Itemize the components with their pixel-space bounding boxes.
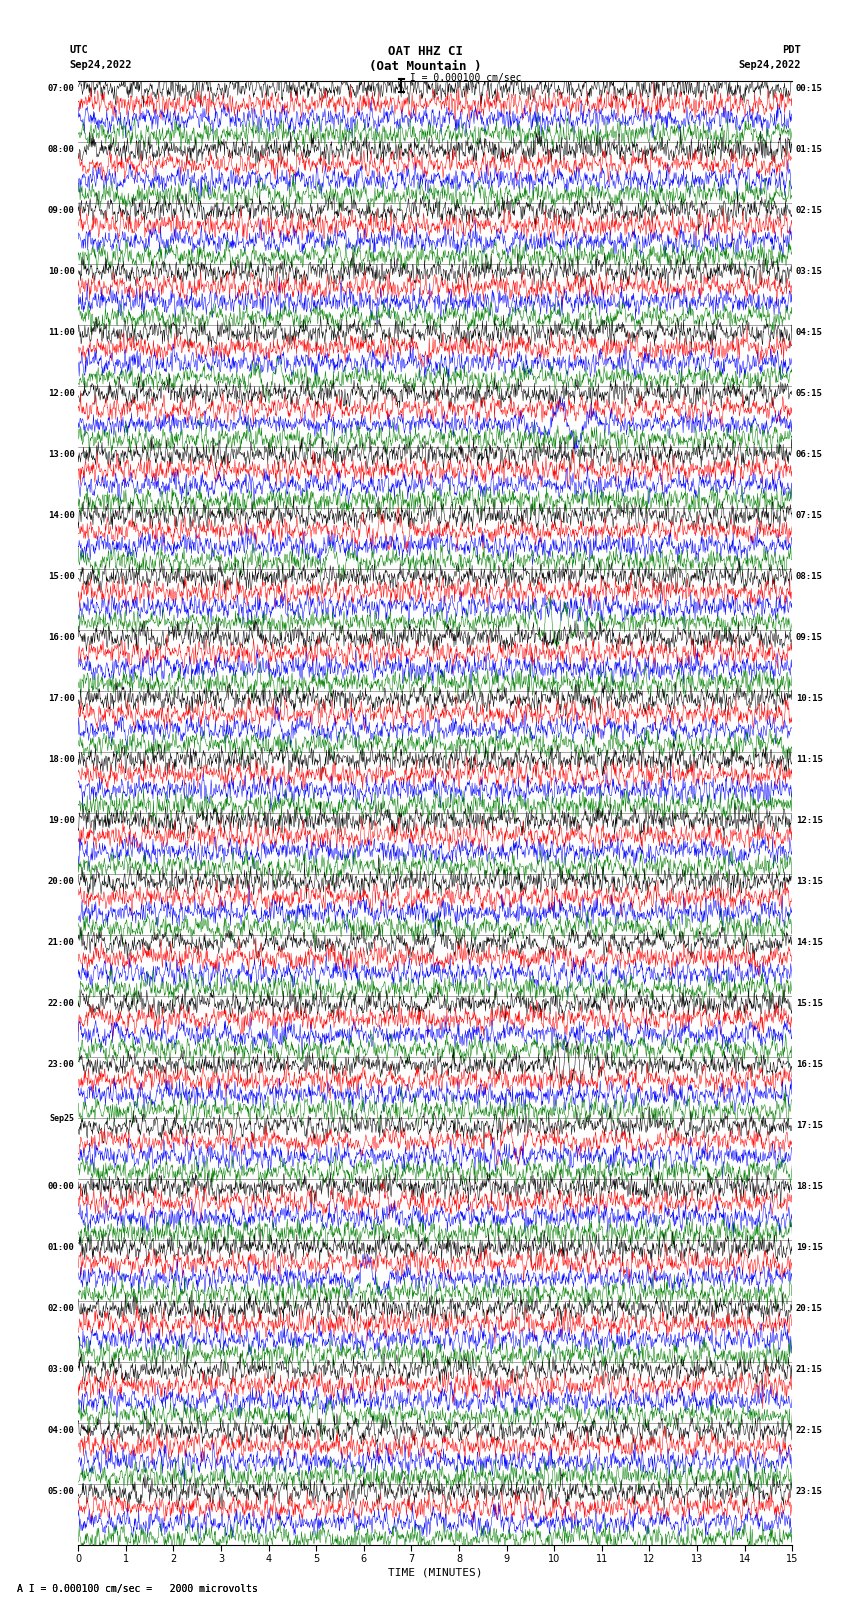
- Text: A I = 0.000100 cm/sec =   2000 microvolts: A I = 0.000100 cm/sec = 2000 microvolts: [17, 1584, 258, 1594]
- Text: 08:00: 08:00: [48, 145, 75, 153]
- Text: Sep24,2022: Sep24,2022: [738, 60, 801, 69]
- Text: 22:15: 22:15: [796, 1426, 823, 1436]
- Text: A I = 0.000100 cm/sec =   2000 microvolts: A I = 0.000100 cm/sec = 2000 microvolts: [17, 1584, 258, 1594]
- Text: I = 0.000100 cm/sec: I = 0.000100 cm/sec: [404, 73, 521, 82]
- Text: 13:15: 13:15: [796, 877, 823, 886]
- Text: 02:00: 02:00: [48, 1305, 75, 1313]
- Text: 11:00: 11:00: [48, 327, 75, 337]
- Text: 10:00: 10:00: [48, 266, 75, 276]
- Text: 14:15: 14:15: [796, 939, 823, 947]
- Text: 09:00: 09:00: [48, 206, 75, 215]
- Text: 22:00: 22:00: [48, 998, 75, 1008]
- Text: 07:15: 07:15: [796, 511, 823, 519]
- Text: 12:15: 12:15: [796, 816, 823, 826]
- Text: 15:15: 15:15: [796, 998, 823, 1008]
- Text: 16:15: 16:15: [796, 1060, 823, 1069]
- Text: 02:15: 02:15: [796, 206, 823, 215]
- Text: PDT: PDT: [782, 45, 801, 55]
- Text: 18:15: 18:15: [796, 1182, 823, 1192]
- Text: 17:15: 17:15: [796, 1121, 823, 1131]
- Text: 00:00: 00:00: [48, 1182, 75, 1192]
- Text: 07:00: 07:00: [48, 84, 75, 94]
- Text: 10:15: 10:15: [796, 694, 823, 703]
- Text: 08:15: 08:15: [796, 573, 823, 581]
- Text: 05:00: 05:00: [48, 1487, 75, 1497]
- Text: 05:15: 05:15: [796, 389, 823, 398]
- Text: 09:15: 09:15: [796, 632, 823, 642]
- Text: 01:00: 01:00: [48, 1244, 75, 1252]
- Text: 12:00: 12:00: [48, 389, 75, 398]
- Text: 11:15: 11:15: [796, 755, 823, 765]
- Text: 18:00: 18:00: [48, 755, 75, 765]
- Text: 16:00: 16:00: [48, 632, 75, 642]
- Text: UTC: UTC: [70, 45, 88, 55]
- Text: 23:00: 23:00: [48, 1060, 75, 1069]
- Text: 14:00: 14:00: [48, 511, 75, 519]
- Text: 01:15: 01:15: [796, 145, 823, 153]
- Text: 19:15: 19:15: [796, 1244, 823, 1252]
- Text: Sep24,2022: Sep24,2022: [70, 60, 133, 69]
- Text: 00:15: 00:15: [796, 84, 823, 94]
- Text: 04:00: 04:00: [48, 1426, 75, 1436]
- Text: 17:00: 17:00: [48, 694, 75, 703]
- Text: 20:15: 20:15: [796, 1305, 823, 1313]
- Text: 21:00: 21:00: [48, 939, 75, 947]
- Text: 13:00: 13:00: [48, 450, 75, 460]
- Text: 20:00: 20:00: [48, 877, 75, 886]
- Text: 15:00: 15:00: [48, 573, 75, 581]
- Text: 19:00: 19:00: [48, 816, 75, 826]
- Text: 03:15: 03:15: [796, 266, 823, 276]
- Text: 21:15: 21:15: [796, 1365, 823, 1374]
- Text: 03:00: 03:00: [48, 1365, 75, 1374]
- Text: 04:15: 04:15: [796, 327, 823, 337]
- Text: Sep25: Sep25: [49, 1113, 75, 1123]
- Text: (Oat Mountain ): (Oat Mountain ): [369, 60, 481, 73]
- Text: OAT HHZ CI: OAT HHZ CI: [388, 45, 462, 58]
- Text: 23:15: 23:15: [796, 1487, 823, 1497]
- X-axis label: TIME (MINUTES): TIME (MINUTES): [388, 1568, 483, 1578]
- Text: 06:15: 06:15: [796, 450, 823, 460]
